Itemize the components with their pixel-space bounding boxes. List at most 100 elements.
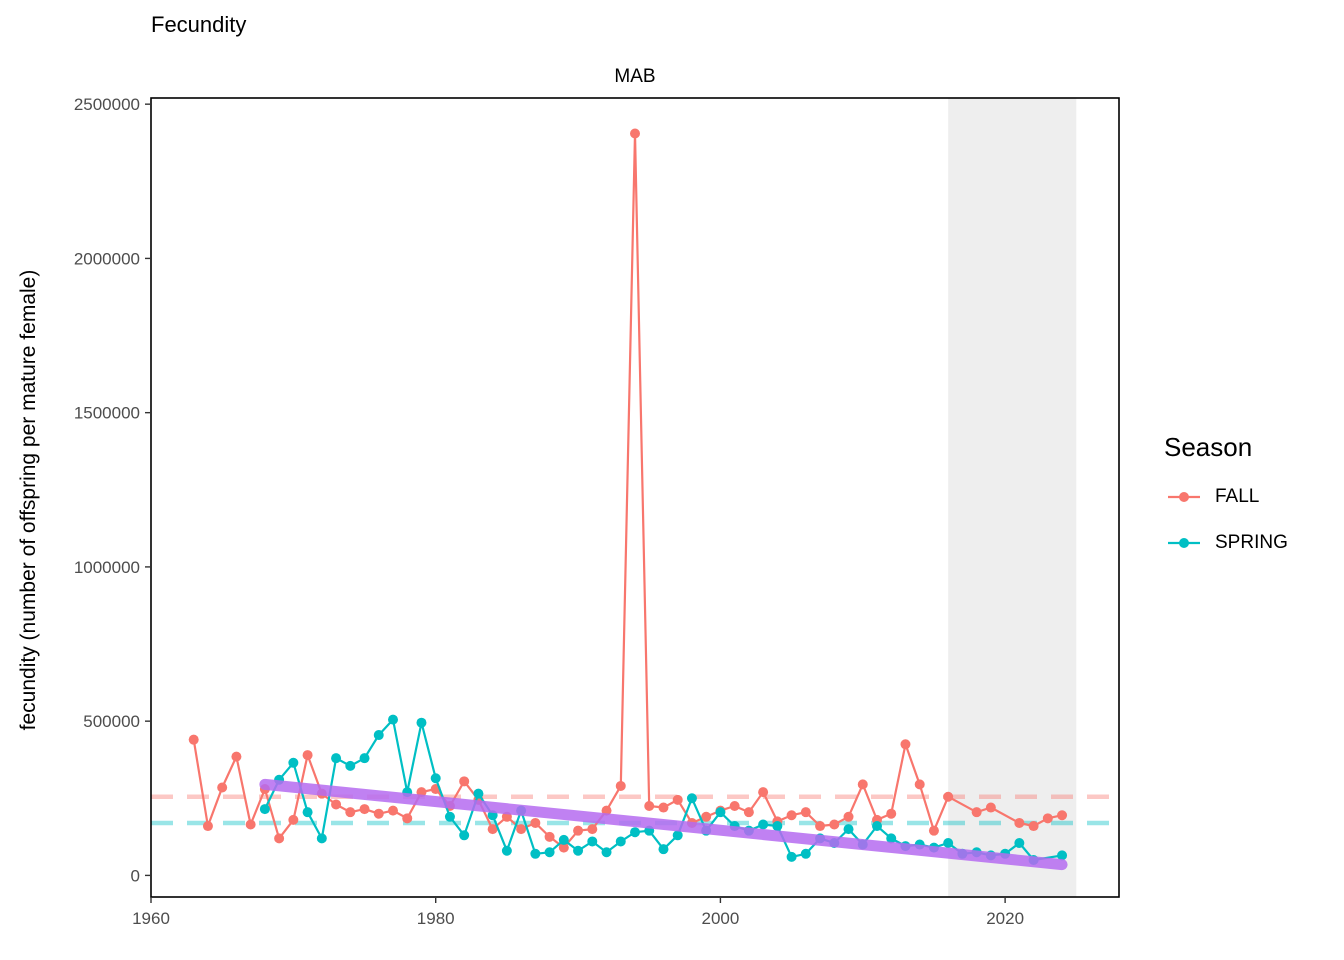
x-tick-label: 2000 <box>701 909 739 928</box>
data-point-fall <box>302 750 313 761</box>
data-point-spring <box>444 811 455 822</box>
data-point-fall <box>658 802 669 813</box>
data-point-spring <box>1057 850 1068 861</box>
series-line-spring <box>263 718 1063 862</box>
data-point-fall <box>217 782 228 793</box>
data-point-spring <box>886 833 897 844</box>
data-point-fall <box>345 807 356 818</box>
data-point-fall <box>758 787 769 798</box>
data-point-fall <box>202 821 213 832</box>
data-point-spring <box>943 838 954 849</box>
data-point-spring <box>259 804 270 815</box>
series-spring <box>259 714 1068 865</box>
data-point-spring <box>686 793 697 804</box>
data-point-spring <box>587 836 598 847</box>
data-point-fall <box>245 819 256 830</box>
data-point-fall <box>1057 810 1068 821</box>
data-point-spring <box>1014 838 1025 849</box>
data-point-fall <box>1014 817 1025 828</box>
data-point-fall <box>516 824 527 835</box>
data-point-fall <box>573 825 584 836</box>
data-point-fall <box>743 807 754 818</box>
legend-key-spring <box>1168 538 1200 548</box>
legend-label-spring: SPRING <box>1215 532 1288 553</box>
data-point-fall <box>943 791 954 802</box>
data-point-fall <box>1042 813 1053 824</box>
data-point-fall <box>701 811 712 822</box>
legend-title: Season <box>1164 432 1253 462</box>
y-tick-label: 500000 <box>83 712 140 731</box>
data-point-spring <box>530 848 541 859</box>
data-point-spring <box>302 807 313 818</box>
data-point-spring <box>388 714 398 725</box>
data-point-fall <box>928 825 939 836</box>
data-point-fall <box>729 800 740 811</box>
data-point-fall <box>829 819 840 830</box>
data-point-fall <box>857 779 868 790</box>
y-tick-label: 2000000 <box>74 249 140 268</box>
data-point-fall <box>843 811 854 822</box>
y-tick-label: 1500000 <box>74 404 140 423</box>
data-point-spring <box>501 845 512 856</box>
data-point-fall <box>402 813 413 824</box>
data-point-fall <box>459 776 470 787</box>
data-point-fall <box>985 802 996 813</box>
data-point-fall <box>914 779 925 790</box>
data-point-spring <box>672 830 683 841</box>
data-point-fall <box>530 817 541 828</box>
legend-key-fall <box>1168 492 1200 502</box>
data-point-spring <box>416 717 427 728</box>
y-tick-label: 2500000 <box>74 95 140 114</box>
data-point-spring <box>288 757 299 768</box>
y-tick-label: 0 <box>131 866 140 885</box>
data-point-spring <box>800 848 811 859</box>
legend-label-fall: FALL <box>1215 486 1260 507</box>
data-point-spring <box>373 730 384 741</box>
chart-title: Fecundity <box>151 12 247 37</box>
trend-line <box>259 778 1068 871</box>
data-point-spring <box>459 830 470 841</box>
data-point-fall <box>544 831 555 842</box>
data-point-spring <box>843 824 854 835</box>
data-point-spring <box>558 834 569 845</box>
data-point-spring <box>601 847 612 858</box>
data-point-fall <box>900 739 911 750</box>
data-point-fall <box>886 808 897 819</box>
data-point-spring <box>715 807 726 818</box>
data-point-spring <box>359 753 370 764</box>
data-point-spring <box>630 827 640 838</box>
data-point-fall <box>815 821 826 832</box>
x-tick-label: 2020 <box>986 909 1024 928</box>
data-point-fall <box>288 814 299 825</box>
data-point-fall <box>800 807 811 818</box>
data-point-fall <box>786 810 797 821</box>
data-point-fall <box>558 842 569 853</box>
data-point-spring <box>331 753 342 764</box>
data-point-fall <box>359 804 370 815</box>
data-point-fall <box>388 805 398 816</box>
legend-item-spring: SPRING <box>1164 528 1288 558</box>
data-point-fall <box>971 807 982 818</box>
data-point-fall <box>231 751 242 762</box>
data-point-fall <box>274 833 285 844</box>
data-point-spring <box>473 788 484 799</box>
data-point-spring <box>615 836 626 847</box>
data-point-spring <box>658 844 669 855</box>
data-point-fall <box>487 824 498 835</box>
data-point-fall <box>331 799 342 810</box>
legend-item-fall: FALL <box>1164 482 1259 512</box>
data-point-fall <box>630 128 640 139</box>
data-point-spring <box>786 851 797 862</box>
data-point-fall <box>644 800 655 811</box>
data-point-fall <box>188 734 199 745</box>
data-point-spring <box>316 833 327 844</box>
data-point-spring <box>345 760 356 771</box>
data-point-fall <box>615 780 626 791</box>
shaded-region <box>948 98 1077 897</box>
facet-label: MAB <box>614 66 656 87</box>
data-point-spring <box>758 819 769 830</box>
data-point-spring <box>573 845 584 856</box>
data-point-spring <box>544 847 555 858</box>
data-point-fall <box>1028 821 1039 832</box>
